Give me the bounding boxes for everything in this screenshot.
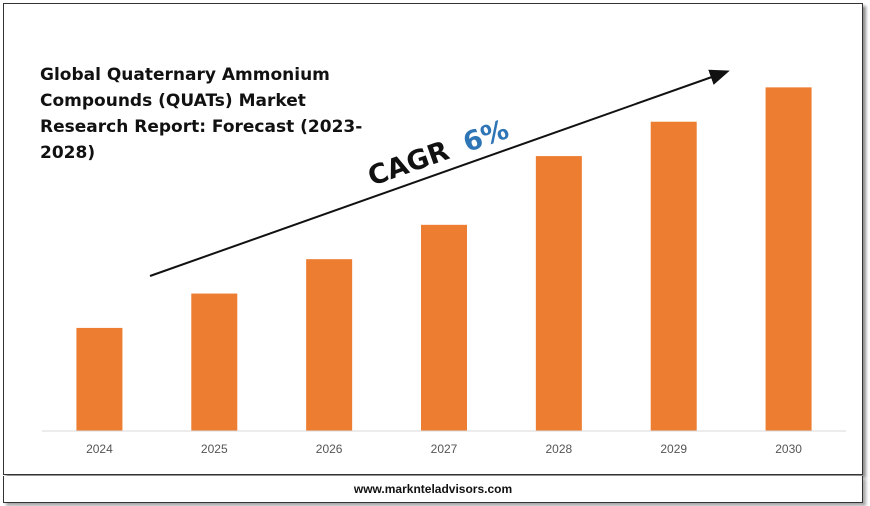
bar-2029 — [650, 121, 697, 432]
bar-2025 — [191, 293, 238, 431]
x-tick-2026: 2026 — [316, 442, 343, 456]
x-tick-2029: 2029 — [660, 442, 687, 456]
x-tick-2025: 2025 — [201, 442, 228, 456]
bar-2028 — [535, 156, 582, 431]
trend-arrow — [149, 69, 730, 277]
x-tick-2024: 2024 — [86, 442, 113, 456]
bar-2027 — [421, 224, 467, 431]
footer-website: www.marknteladvisors.com — [3, 476, 863, 503]
cagr-annotation: CAGR 6% — [364, 114, 513, 192]
chart-title: Global Quaternary Ammonium Compounds (QU… — [40, 65, 363, 163]
x-tick-2028: 2028 — [546, 442, 573, 456]
cagr-value: 6% — [459, 114, 513, 159]
bar-2024 — [76, 327, 123, 431]
x-tick-2030: 2030 — [775, 442, 802, 456]
bar-2026 — [306, 259, 353, 431]
x-tick-2027: 2027 — [431, 442, 458, 456]
bar-2030 — [765, 87, 812, 431]
